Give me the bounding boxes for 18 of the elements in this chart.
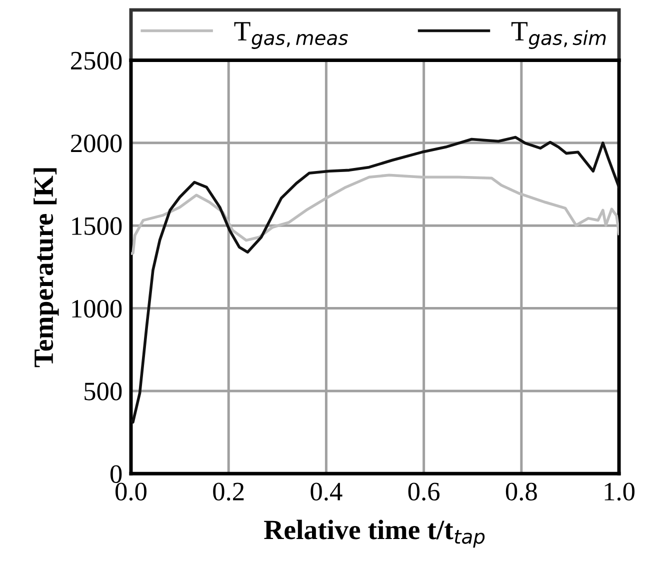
x-tick-label: 1.0 <box>604 482 634 501</box>
x-tick-label: 0.6 <box>408 482 440 501</box>
x-tick-label: 0.2 <box>213 482 244 501</box>
y-axis-title: Temperature [K] <box>34 168 59 368</box>
y-tick-label: 2000 <box>71 134 122 152</box>
line-series <box>130 174 620 256</box>
y-tick-label: 1500 <box>72 217 122 235</box>
x-axis-title: Relative time t/t$_{tap}$ <box>264 520 485 548</box>
y-tick-label: 500 <box>84 382 122 400</box>
y-tick-label: 2500 <box>71 52 122 70</box>
x-tick-label: 0.4 <box>310 482 342 501</box>
x-tick-label: 0.8 <box>506 482 537 501</box>
line-series <box>130 136 620 424</box>
legend-label: T$_{gas,meas}$ <box>234 22 348 49</box>
y-tick-label: 1000 <box>72 300 122 318</box>
x-tick-label: 0.0 <box>116 482 146 501</box>
legend-label: T$_{gas,sim}$ <box>511 22 606 49</box>
y-tick-label: 0 <box>110 465 122 484</box>
